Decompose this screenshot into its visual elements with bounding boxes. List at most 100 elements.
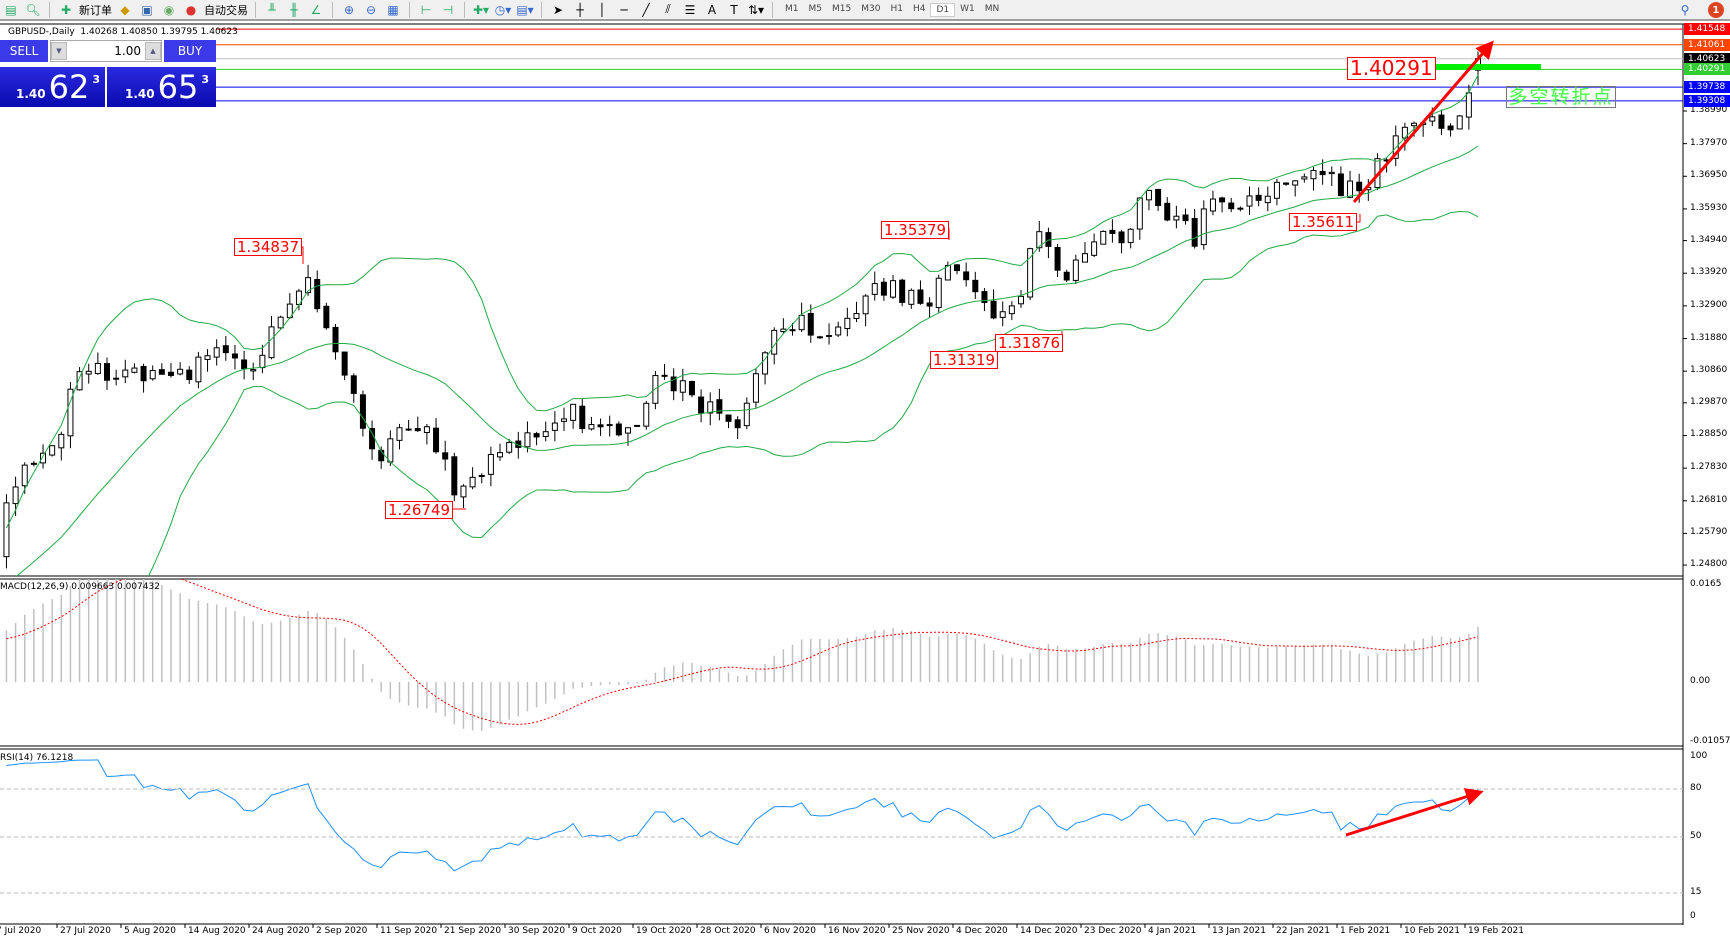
price-label-high-aug[interactable]: 1.34837	[234, 238, 303, 256]
candle-body-bull	[423, 426, 430, 434]
new-order-button[interactable]: 新订单	[79, 3, 112, 17]
templates-icon[interactable]: ▤▾	[516, 2, 534, 17]
vertical-line-icon[interactable]: │	[598, 2, 606, 17]
notification-badge[interactable]: 1	[1708, 2, 1724, 18]
candle-body-bull	[1091, 241, 1098, 256]
price-label-current-level[interactable]: 1.40291	[1347, 57, 1436, 80]
indicators-icon[interactable]: ✚▾	[472, 2, 490, 17]
lot-increase-icon[interactable]: ▲	[145, 42, 161, 60]
timeframe-d1[interactable]: D1	[930, 2, 956, 17]
candle-body-bear	[1447, 125, 1454, 131]
candle	[94, 352, 101, 375]
price-label-low-dec-1[interactable]: 1.31319	[930, 351, 999, 369]
candle-body-bull	[1209, 198, 1216, 212]
candle-body-bull	[1273, 181, 1280, 199]
candle	[725, 414, 732, 429]
terminal-icon[interactable]: ▣	[141, 2, 153, 17]
candle	[469, 467, 476, 490]
lot-size-input[interactable]: ▼ 1.00 ▲	[50, 40, 162, 62]
candle-body-bull	[524, 432, 531, 448]
arrows-icon[interactable]: ⇅▾	[747, 2, 765, 17]
candle	[378, 446, 385, 469]
candle-body-bear	[954, 264, 961, 272]
timeframe-h4[interactable]: H4	[912, 3, 926, 14]
timeframe-m1[interactable]: M1	[785, 3, 799, 14]
metaeditor-icon[interactable]: ◆	[120, 2, 130, 17]
buy-button[interactable]: BUY	[164, 40, 216, 62]
sell-price-box[interactable]: 1.40 62 3	[0, 67, 105, 107]
candlestick-icon[interactable]: ╫	[290, 2, 298, 17]
periods-icon[interactable]: ◷▾	[494, 2, 512, 17]
search-icon[interactable]: ⚲	[1680, 3, 1690, 17]
timeframe-w1[interactable]: W1	[960, 3, 975, 14]
bollinger-lower	[147, 211, 1479, 576]
candle-body-bull	[277, 316, 284, 329]
candle	[1063, 269, 1070, 282]
candle	[350, 373, 357, 403]
sell-button[interactable]: SELL	[0, 40, 48, 62]
equidistant-channel-icon[interactable]: ⫽	[665, 2, 671, 16]
candle-body-bull	[204, 355, 211, 360]
candle	[85, 363, 92, 384]
crosshair-icon[interactable]: ┼	[576, 2, 584, 17]
price-label-low-feb[interactable]: 1.35611	[1289, 213, 1358, 231]
candle-body-bull	[259, 354, 266, 369]
lot-decrease-icon[interactable]: ▼	[51, 42, 67, 60]
horizontal-line-icon[interactable]: ─	[620, 2, 628, 17]
panel-frames	[0, 23, 1730, 925]
candle-body-bull	[1347, 180, 1354, 198]
signals-icon[interactable]: ◉	[163, 2, 175, 17]
new-order-icon[interactable]: ✚	[60, 2, 72, 17]
price-label-high-dec[interactable]: 1.35379	[881, 221, 950, 239]
document-icon[interactable]: ▤	[5, 2, 17, 17]
auto-trading-button[interactable]: 自动交易	[204, 3, 248, 17]
resistance-highlight-bar[interactable]	[1430, 64, 1541, 70]
fibonacci-icon[interactable]: ☰	[684, 2, 696, 17]
zoom-in-icon[interactable]: ⊕	[343, 2, 355, 17]
toolbar-separator	[541, 1, 542, 18]
line-chart-icon[interactable]: ∠	[310, 2, 322, 17]
turning-point-note[interactable]: 多空转折点	[1506, 86, 1616, 108]
candle	[1283, 182, 1290, 186]
candle	[1036, 220, 1043, 252]
date-label: 21 Sep 2020	[444, 926, 502, 936]
tile-windows-icon[interactable]: ▦	[387, 2, 399, 17]
zoom-out-icon[interactable]: ⊖	[365, 2, 377, 17]
trend-arrow-price[interactable]	[1352, 40, 1494, 203]
cursor-icon[interactable]: ➤	[552, 2, 564, 17]
candle-body-bull	[497, 452, 504, 458]
trend-arrow-rsi[interactable]	[1345, 788, 1484, 837]
candle-body-bear	[1319, 170, 1326, 176]
timeframe-m5[interactable]: M5	[808, 3, 823, 14]
candle	[826, 323, 833, 345]
timeframe-mn[interactable]: MN	[984, 3, 1000, 14]
candle-body-bear	[533, 433, 540, 438]
timeframe-m15[interactable]: M15	[832, 3, 852, 14]
candle	[149, 365, 156, 381]
candle-body-bull	[1072, 259, 1079, 281]
candle	[954, 264, 961, 275]
bar-chart-icon[interactable]: ╨	[268, 2, 276, 17]
timeframe-h1[interactable]: H1	[890, 3, 903, 14]
candle-body-bull	[542, 431, 549, 437]
candle	[1328, 166, 1335, 187]
trendline-icon[interactable]: ╱	[642, 2, 650, 17]
candle	[899, 278, 906, 307]
price-label-low-dec-2[interactable]: 1.31876	[995, 334, 1064, 352]
lot-size-value[interactable]: 1.00	[114, 44, 141, 58]
date-label: 7 Jul 2020	[0, 926, 42, 936]
date-label: 14 Aug 2020	[188, 926, 246, 936]
text-label-icon[interactable]: T	[730, 2, 738, 17]
candle-body-bull	[789, 329, 796, 332]
candle	[871, 271, 878, 301]
price-label-low-sep[interactable]: 1.26749	[385, 501, 454, 519]
timeframe-m30[interactable]: M30	[861, 3, 881, 14]
auto-trading-icon[interactable]: ●	[185, 2, 197, 17]
candle-body-bull	[122, 369, 129, 378]
auto-scroll-icon[interactable]: ⊢	[420, 2, 432, 17]
zoom-history-icon[interactable]: 🔍︎	[25, 2, 41, 17]
text-icon[interactable]: A	[707, 2, 717, 17]
buy-price-box[interactable]: 1.40 65 3	[107, 67, 216, 107]
chart-shift-icon[interactable]: ⊣	[442, 2, 454, 17]
